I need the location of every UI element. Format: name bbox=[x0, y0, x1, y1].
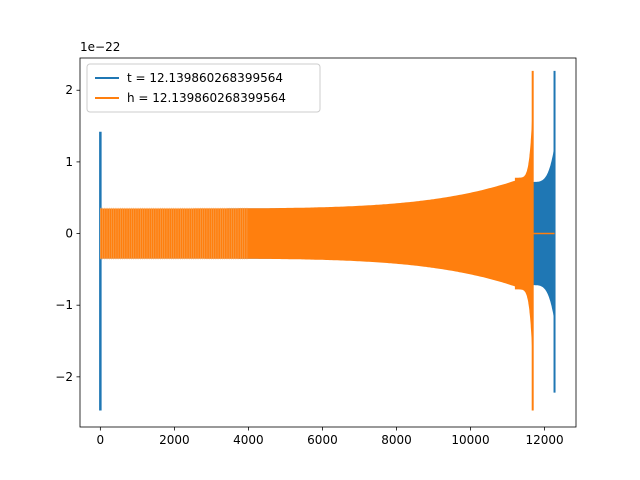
y-tick-label: −2 bbox=[55, 370, 73, 384]
y-tick-label: 1 bbox=[65, 155, 73, 169]
x-axis-ticks: 0 2000 4000 6000 8000 10000 12000 bbox=[97, 427, 564, 447]
x-tick-label: 4000 bbox=[233, 433, 264, 447]
legend: t = 12.139860268399564 h = 12.13986026839… bbox=[86, 63, 321, 113]
x-tick-label: 2000 bbox=[159, 433, 190, 447]
series-h-envelope bbox=[100, 113, 533, 354]
axes-frame bbox=[79, 57, 577, 428]
y-axis-ticks: −2 −1 0 1 2 bbox=[55, 83, 80, 384]
y-offset-text: 1e−22 bbox=[80, 40, 120, 54]
x-tick-label: 12000 bbox=[525, 433, 563, 447]
y-tick-label: 2 bbox=[65, 83, 73, 97]
legend-box bbox=[86, 63, 321, 113]
x-tick-label: 8000 bbox=[381, 433, 412, 447]
y-tick-label: 0 bbox=[65, 227, 73, 241]
y-tick-label: −1 bbox=[55, 298, 73, 312]
x-tick-label: 6000 bbox=[307, 433, 338, 447]
series-layer bbox=[99, 70, 556, 411]
x-tick-label: 10000 bbox=[451, 433, 489, 447]
x-tick-label: 0 bbox=[97, 433, 105, 447]
legend-label: h = 12.139860268399564 bbox=[127, 91, 286, 105]
legend-label: t = 12.139860268399564 bbox=[127, 71, 283, 85]
